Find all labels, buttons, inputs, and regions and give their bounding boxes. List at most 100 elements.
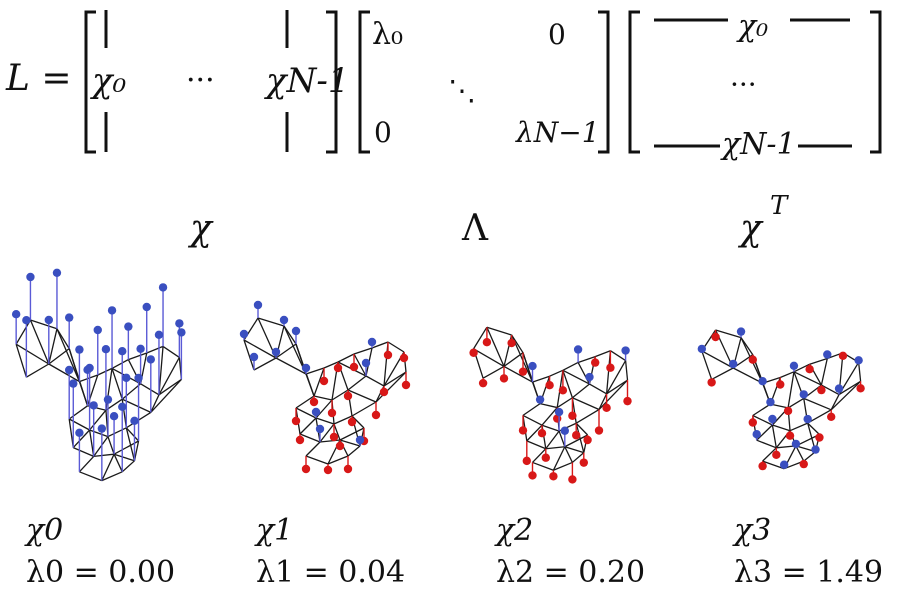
graph-edge <box>575 422 589 436</box>
graph-edge <box>756 439 777 449</box>
negative-node <box>827 412 836 421</box>
negative-node <box>594 426 604 435</box>
negative-node <box>568 475 577 484</box>
graph-edge <box>158 378 182 396</box>
right-bracket <box>870 10 882 154</box>
graph-edge <box>564 446 573 463</box>
graph-edge <box>113 453 123 473</box>
eigenvector-panel-2 <box>469 326 632 484</box>
positive-node <box>142 302 151 312</box>
positive-node <box>130 416 139 425</box>
chi2-caption: χ2 <box>494 513 533 548</box>
chiN1-column: χN-1 <box>264 61 349 101</box>
positive-node <box>249 352 259 362</box>
eigenvector-panel-3 <box>697 327 865 471</box>
graph-edge <box>243 339 255 371</box>
graph-edge <box>387 341 405 353</box>
graph-edge <box>339 439 361 447</box>
positive-node <box>134 373 143 383</box>
graph-edge <box>339 427 365 441</box>
graph-edge <box>101 453 115 481</box>
graph-edge <box>532 375 550 383</box>
negative-node <box>805 365 814 374</box>
lambdaN1-entry: λN−1 <box>515 116 600 149</box>
positive-node <box>253 300 263 310</box>
graph-edge <box>558 430 566 447</box>
negative-node <box>856 384 865 393</box>
negative-node <box>838 351 848 360</box>
graph-edge <box>68 405 88 420</box>
graph-edge <box>838 380 861 396</box>
graph-edge <box>789 422 808 432</box>
graph-edge <box>101 471 123 482</box>
graph-edge <box>473 326 488 350</box>
graph-edge <box>552 446 566 471</box>
lambda0-entry: λ₀ <box>372 17 403 52</box>
graph-edge <box>803 397 832 411</box>
graph-edge <box>331 389 349 401</box>
negative-node <box>602 403 611 413</box>
negative-node <box>518 367 528 376</box>
graph-edge <box>522 352 541 404</box>
lambda1-caption: λ1 = 0.04 <box>256 555 405 590</box>
graph-edge <box>347 375 367 391</box>
graph-edge <box>541 424 560 432</box>
negative-node <box>711 332 720 342</box>
negative-node <box>343 464 353 474</box>
graph-edge <box>711 367 734 380</box>
graph-edge <box>795 445 805 462</box>
graph-edge <box>295 395 315 409</box>
graph-edge <box>68 348 89 406</box>
chi1-caption: χ1 <box>254 513 293 548</box>
positive-node <box>854 356 863 365</box>
negative-node <box>579 458 588 467</box>
graph-edge <box>545 446 565 450</box>
graph-edge <box>89 429 109 438</box>
graph-edge <box>125 427 140 442</box>
negative-node <box>371 410 381 420</box>
graph-edge <box>541 407 558 426</box>
positive-node <box>291 326 301 336</box>
positive-node <box>109 412 119 421</box>
positive-node <box>560 426 569 435</box>
positive-node <box>65 365 74 375</box>
graph-edge <box>553 461 573 471</box>
graph-edge <box>30 319 58 330</box>
chi-matrix: χ₀ ··· χN-1 <box>84 10 349 154</box>
eigendecomposition-equation: L = χ₀ ··· χN-1 λ₀ 0 ⋱ 0 λN−1 <box>5 9 882 249</box>
positive-node <box>766 397 775 407</box>
positive-node <box>752 430 761 439</box>
graph-edge <box>575 423 585 453</box>
graph-edge <box>347 389 377 403</box>
graph-edge <box>79 471 103 482</box>
graph-edge <box>522 414 543 426</box>
graph-edge <box>486 326 505 367</box>
negative-node <box>545 381 554 390</box>
left-bracket <box>628 10 640 154</box>
graph-edge <box>539 403 558 409</box>
graph-edge <box>323 361 339 369</box>
graph-edge <box>150 378 182 413</box>
negative-node <box>568 411 577 420</box>
positive-node <box>736 327 746 336</box>
graph-edge <box>503 365 533 383</box>
graph-edge <box>121 383 142 400</box>
negative-node <box>295 435 305 445</box>
graph-edge <box>701 350 734 369</box>
graph-edge <box>299 433 321 443</box>
negative-node <box>707 378 716 387</box>
positive-node <box>85 363 94 373</box>
negative-node <box>347 417 357 427</box>
chi0-column: χ₀ <box>90 61 127 101</box>
positive-node <box>621 346 630 355</box>
graph-edge <box>128 352 147 361</box>
negative-node <box>499 374 509 383</box>
positive-node <box>585 372 594 382</box>
Lambda-label: Λ <box>461 208 489 249</box>
positive-node <box>573 345 583 354</box>
negative-node <box>482 338 492 347</box>
negative-node <box>333 363 343 373</box>
graph-edge <box>752 414 773 426</box>
graph-edge <box>48 363 80 383</box>
